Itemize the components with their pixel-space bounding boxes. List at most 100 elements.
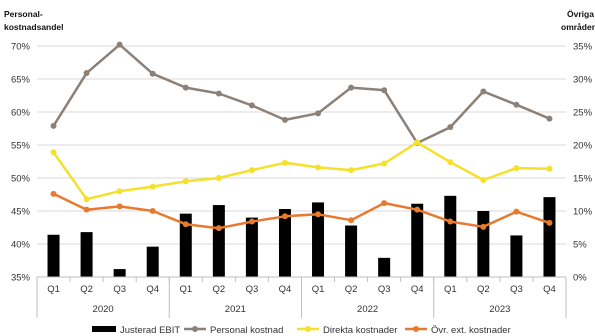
ebit-bar	[80, 232, 93, 277]
personal-kostnad-point	[480, 88, 487, 95]
right-tick-label: 35%	[573, 42, 593, 53]
personal-kostnad-point	[381, 87, 388, 94]
left-axis-title-line1: Personal-	[4, 9, 43, 19]
quarter-label: Q4	[543, 284, 556, 295]
quarter-label: Q4	[279, 284, 292, 295]
direkta-kostnader-point	[215, 175, 222, 181]
personal-kostnad-point	[83, 70, 90, 77]
year-label: 2020	[93, 304, 114, 315]
quarter-label: Q1	[47, 284, 60, 295]
direkta-kostnader-point	[414, 139, 421, 146]
right-tick-label: 25%	[573, 108, 593, 119]
direkta-kostnader-point	[381, 160, 388, 167]
left-tick-label: 40%	[11, 240, 31, 251]
direkta-kostnader-point	[447, 159, 454, 166]
legend-label-ebit: Justerad EBIT	[120, 325, 180, 336]
direkta-kostnader-point	[83, 196, 90, 203]
right-tick-label: 30%	[573, 75, 593, 86]
series-lines	[50, 41, 553, 232]
legend-label-personal: Personal kostnad	[210, 325, 283, 336]
direkta-kostnader-point	[182, 178, 189, 185]
ovr-ext-kostnader-point	[348, 217, 355, 224]
legend-item-ovr: Övr. ext. kostnader	[405, 325, 511, 336]
ovr-ext-kostnader-point	[546, 219, 553, 226]
right-axis-title-line2: områden	[561, 22, 595, 32]
ovr-ext-kostnader-point	[83, 206, 90, 213]
quarter-label: Q3	[113, 284, 126, 295]
ebit-bar	[278, 209, 291, 277]
ovr-ext-kostnader-point	[248, 218, 255, 225]
personal-kostnad-point	[447, 124, 454, 131]
quarter-label: Q1	[312, 284, 325, 295]
legend: Justerad EBIT Personal kostnad Direkta k…	[92, 325, 511, 336]
ovr-ext-kostnader-point	[414, 206, 421, 213]
right-tick-label: 15%	[573, 174, 593, 185]
quarter-label: Q2	[477, 284, 490, 295]
year-label: 2023	[489, 304, 510, 315]
left-tick-label: 55%	[11, 141, 31, 152]
personal-kostnad-point	[248, 102, 255, 109]
personal-kostnad-point	[281, 116, 288, 123]
direkta-kostnader-point	[116, 188, 123, 195]
ovr-ext-kostnader-point	[50, 190, 57, 197]
gridlines	[37, 45, 566, 245]
year-label: 2021	[225, 304, 246, 315]
right-axis-title-line1: Övriga	[567, 9, 594, 19]
direkta-kostnader-point	[248, 167, 255, 174]
right-tick-label: 20%	[573, 141, 593, 152]
direkta-kostnader-point	[348, 167, 355, 174]
left-tick-label: 35%	[11, 273, 31, 284]
direkta-kostnader-point	[281, 159, 288, 166]
ebit-bar	[477, 211, 490, 277]
direkta-kostnader-point	[315, 164, 322, 171]
right-tick-label: 10%	[573, 207, 593, 218]
personal-kostnad-point	[546, 115, 553, 122]
personal-kostnad-point	[315, 110, 322, 117]
quarter-label: Q1	[179, 284, 192, 295]
ebit-bar	[113, 269, 126, 277]
ovr-ext-kostnader-point	[513, 208, 520, 215]
ebit-bar	[146, 246, 159, 277]
personal-kostnad-point	[149, 70, 156, 77]
ovr-ext-kostnader-point	[182, 221, 189, 228]
personal-kostnad-point	[348, 84, 355, 91]
legend-item-personal: Personal kostnad	[184, 325, 283, 336]
left-tick-label: 50%	[11, 174, 31, 185]
quarter-label: Q4	[146, 284, 159, 295]
ebit-bar	[212, 205, 225, 277]
ebit-bar	[378, 257, 391, 277]
left-tick-label: 70%	[11, 42, 31, 53]
quarter-label: Q4	[411, 284, 424, 295]
legend-item-direkta: Direkta kostnader	[297, 325, 397, 336]
left-tick-label: 60%	[11, 108, 31, 119]
direkta-kostnader-point	[546, 165, 553, 172]
ovr-ext-kostnader-point	[215, 225, 222, 232]
direkta-kostnader-point	[149, 183, 156, 190]
ovr-ext-kostnader-point	[149, 208, 156, 214]
ovr-ext-kostnader-point	[315, 211, 322, 218]
personal-kostnad-point	[116, 41, 123, 48]
ebit-bar	[245, 217, 258, 277]
legend-swatch-ebit	[92, 326, 116, 332]
quarter-label: Q1	[444, 284, 457, 295]
ebit-bar	[444, 195, 457, 277]
ebit-bars	[47, 195, 556, 277]
ovr-ext-kostnader-point	[447, 218, 454, 225]
left-tick-label: 45%	[11, 207, 31, 218]
ebit-bar	[345, 225, 358, 277]
right-tick-label: 0%	[573, 273, 587, 284]
legend-marker-personal	[192, 326, 198, 332]
personal-kostnad-line	[52, 43, 550, 145]
axes: 35% 40% 45% 50% 55% 60% 65% 70% 0% 5% 10% 15% 20% 25%…	[11, 42, 593, 318]
ovr-ext-kostnader-point	[381, 200, 388, 207]
ebit-bar	[510, 235, 523, 277]
personal-kostnad-point	[182, 84, 189, 91]
quarter-label: Q2	[345, 284, 358, 295]
legend-label-direkta: Direkta kostnader	[323, 325, 397, 336]
quarter-label: Q2	[80, 284, 93, 295]
left-tick-label: 65%	[11, 75, 31, 86]
ovr-ext-kostnader-point	[480, 223, 487, 230]
ebit-bar	[179, 213, 192, 277]
ebit-bar	[47, 234, 60, 277]
